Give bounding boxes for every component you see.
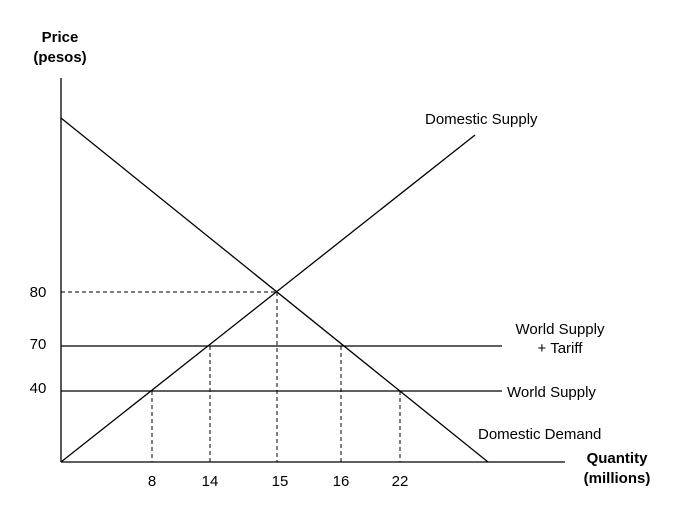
curve-label: Domestic Demand — [478, 426, 601, 443]
y-title: Price — [42, 29, 79, 46]
curve-label: World Supply — [507, 384, 596, 401]
x-tick-label: 14 — [202, 473, 219, 490]
supply-line — [60, 134, 476, 463]
x-title: (millions) — [584, 470, 651, 487]
x-tick-label: 22 — [392, 473, 409, 490]
y-tick-label: 80 — [30, 284, 47, 301]
curve-label: World Supply — [516, 321, 605, 338]
y-tick-label: 70 — [30, 336, 47, 353]
y-title: (pesos) — [33, 49, 86, 66]
demand-line — [60, 117, 489, 463]
y-tick-label: 40 — [30, 380, 47, 397]
curve-label: Domestic Supply — [425, 111, 538, 128]
x-tick-label: 16 — [333, 473, 350, 490]
x-tick-label: 15 — [272, 473, 289, 490]
x-title: Quantity — [587, 450, 648, 467]
x-tick-label: 8 — [148, 473, 156, 490]
curve-label: + Tariff — [538, 340, 584, 357]
